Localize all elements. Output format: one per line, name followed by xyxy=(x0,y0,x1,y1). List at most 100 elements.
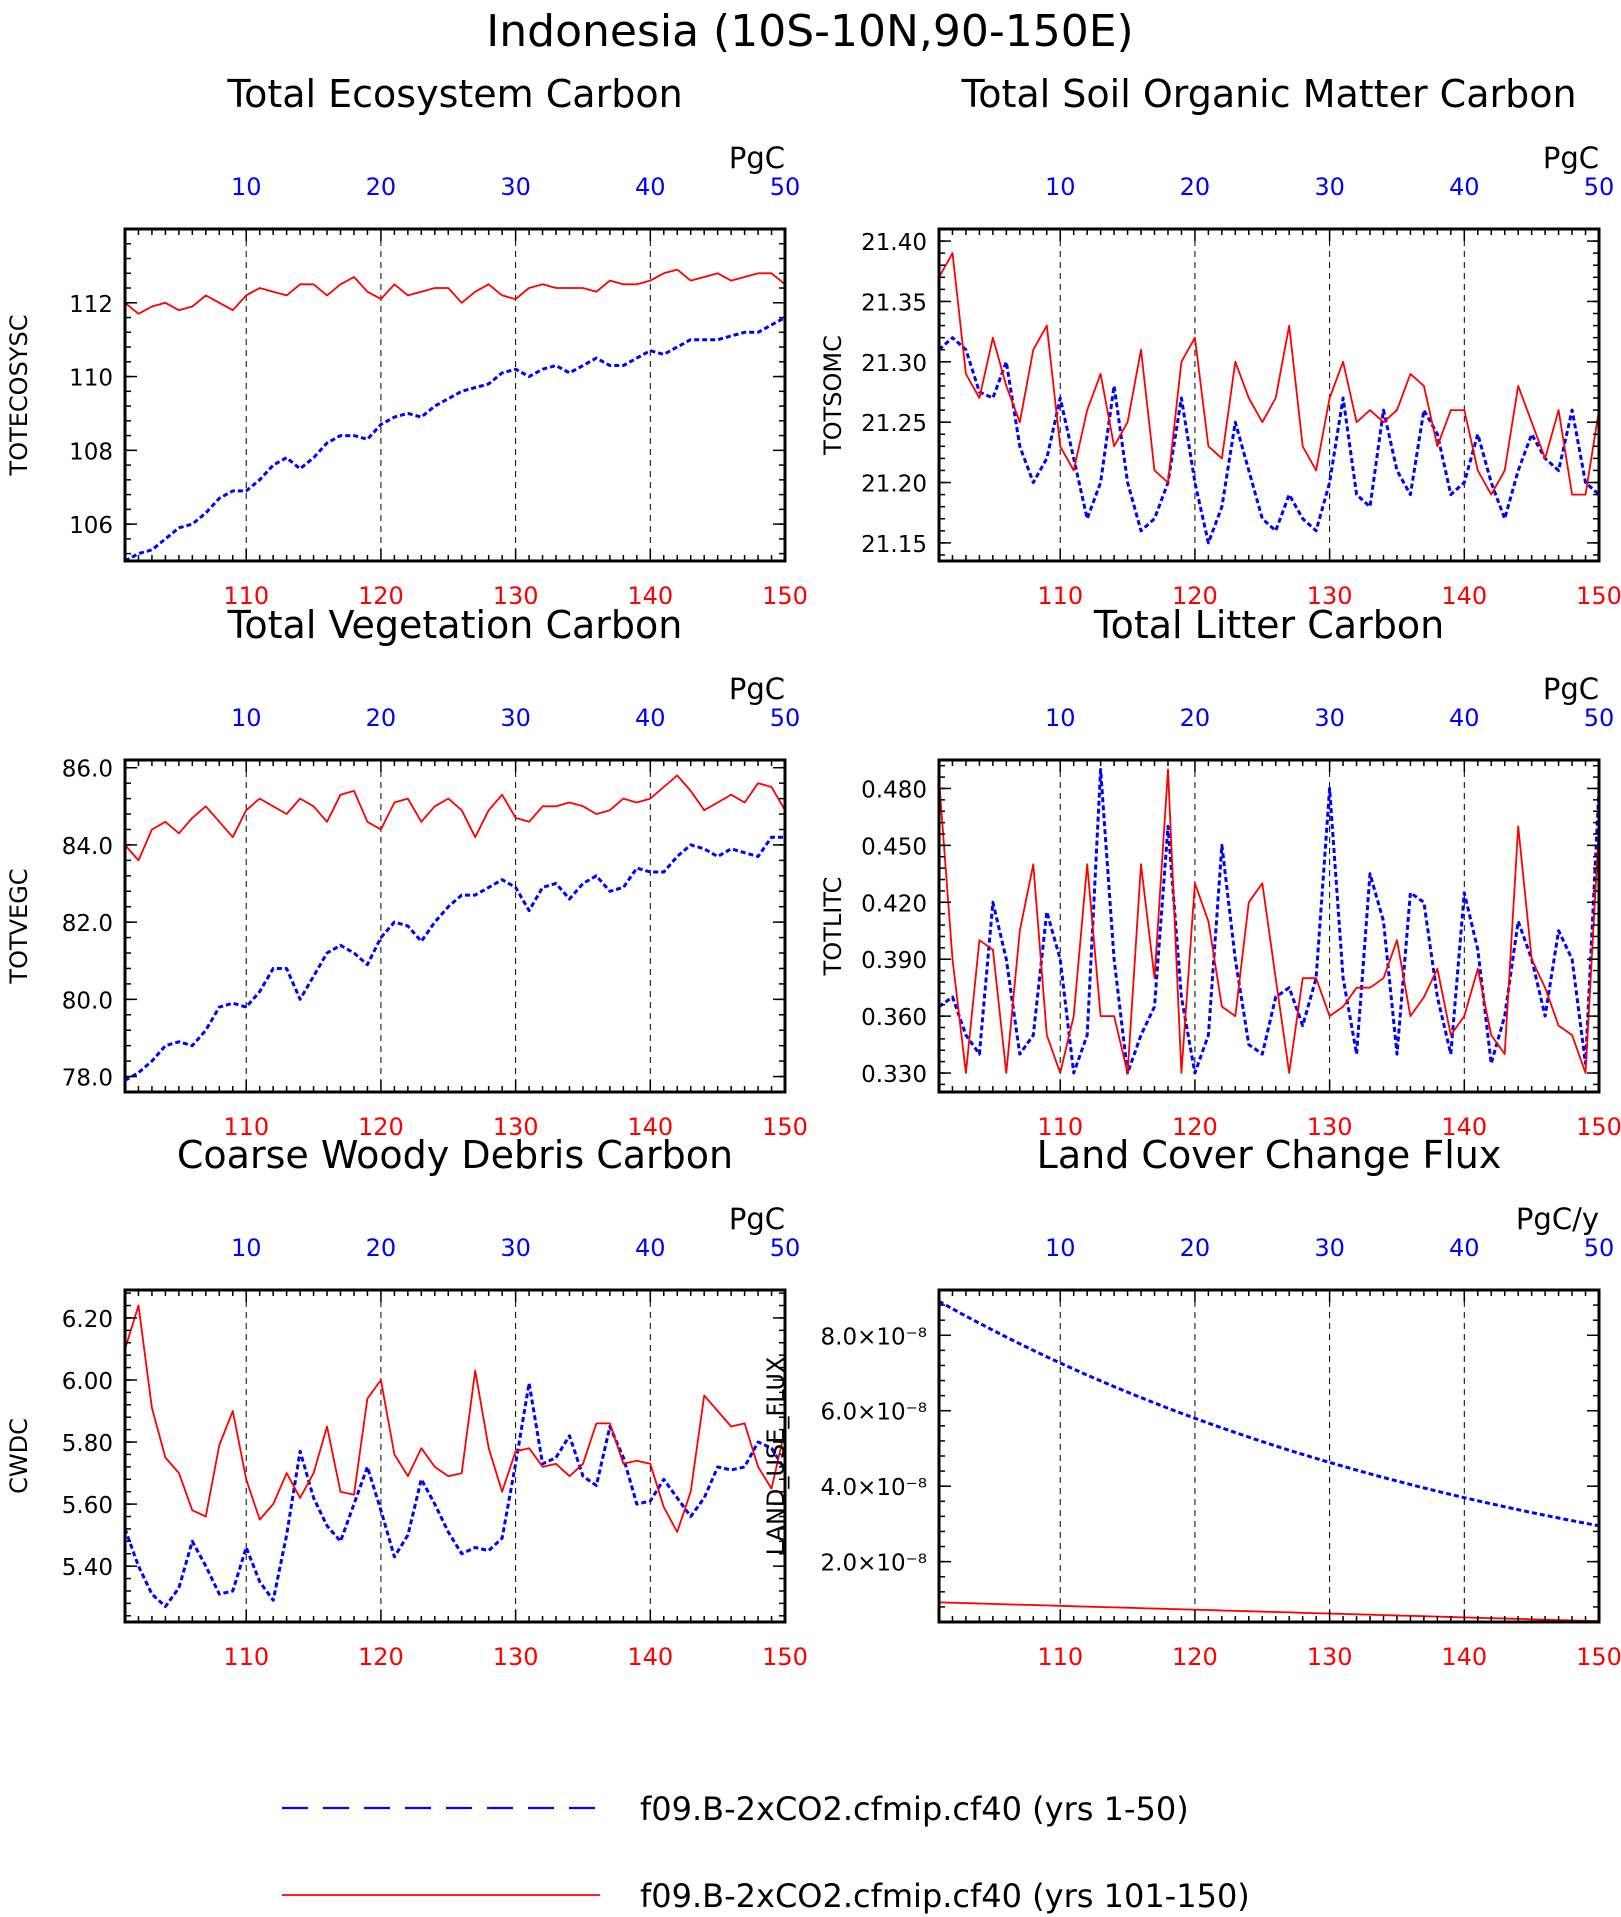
x-bottom-tick-label: 140 xyxy=(1441,1643,1487,1671)
legend: f09.B-2xCO2.cfmip.cf40 (yrs 1-50) f09.B-… xyxy=(282,1790,1250,1915)
y-tick-label: 21.25 xyxy=(861,411,927,437)
x-bottom-tick-label: 130 xyxy=(493,1113,539,1141)
plot-frame xyxy=(123,758,787,1094)
y-tick-label: 4.0×10⁻⁸ xyxy=(821,1475,927,1501)
y-tick-label: 86.0 xyxy=(62,757,113,783)
y-tick-label: 0.390 xyxy=(861,948,927,974)
chart-panel: Total Litter Carbon PgC 0.330 0.360 0.390 0.4… xyxy=(819,603,1621,1141)
x-top-tick-label: 10 xyxy=(1045,173,1076,201)
x-top-tick-label: 10 xyxy=(231,704,262,732)
legend-label-run2: f09.B-2xCO2.cfmip.cf40 (yrs 101-150) xyxy=(640,1877,1250,1915)
y-tick-label: 0.450 xyxy=(861,834,927,860)
y-axis-label: TOTSOMC xyxy=(819,335,847,456)
x-top-tick-label: 50 xyxy=(770,1234,801,1262)
x-bottom-tick-label: 120 xyxy=(358,1113,404,1141)
plot-frame xyxy=(937,227,1601,563)
x-bottom-tick-label: 150 xyxy=(762,582,808,610)
series-line-run1 xyxy=(938,336,1601,545)
x-top-tick-label: 30 xyxy=(1314,704,1345,732)
y-tick-label: 108 xyxy=(69,439,113,465)
series-line-run2 xyxy=(124,774,786,862)
x-bottom-tick-label: 110 xyxy=(223,582,269,610)
x-top-tick-label: 30 xyxy=(500,173,531,201)
chart-title: Total Litter Carbon xyxy=(1093,603,1444,647)
x-top-tick-label: 40 xyxy=(635,173,666,201)
y-tick-label: 112 xyxy=(69,292,113,318)
y-tick-label: 84.0 xyxy=(62,834,113,860)
x-bottom-tick-label: 130 xyxy=(1307,1643,1353,1671)
plot-frame xyxy=(123,227,787,563)
x-bottom-tick-label: 130 xyxy=(1307,582,1353,610)
y-tick-label: 8.0×10⁻⁸ xyxy=(821,1324,927,1350)
chart-panel: Land Cover Change Flux PgC/y 2.0×10⁻⁸ 4.0×1… xyxy=(762,1133,1621,1671)
y-tick-label: 5.40 xyxy=(62,1555,113,1581)
y-tick-label: 21.35 xyxy=(861,290,927,316)
x-bottom-tick-label: 150 xyxy=(1576,1643,1621,1671)
x-top-tick-label: 30 xyxy=(1314,173,1345,201)
y-axis-label: TOTLITC xyxy=(819,877,847,977)
y-tick-label: 5.80 xyxy=(62,1431,113,1457)
x-bottom-tick-label: 140 xyxy=(1441,582,1487,610)
x-top-tick-label: 20 xyxy=(1180,1234,1211,1262)
units-label: PgC xyxy=(729,141,785,175)
y-tick-label: 82.0 xyxy=(62,911,113,937)
x-bottom-tick-label: 120 xyxy=(358,582,404,610)
units-label: PgC/y xyxy=(1516,1202,1599,1236)
series-line-run2 xyxy=(124,268,786,315)
x-bottom-tick-label: 130 xyxy=(1307,1113,1353,1141)
y-tick-label: 21.15 xyxy=(861,532,927,558)
x-top-tick-label: 10 xyxy=(1045,704,1076,732)
x-bottom-tick-label: 140 xyxy=(627,1643,673,1671)
series-line-run1 xyxy=(938,1299,1600,1528)
x-top-tick-label: 20 xyxy=(1180,704,1211,732)
chart-title: Total Ecosystem Carbon xyxy=(226,72,682,116)
y-tick-label: 21.20 xyxy=(861,472,927,498)
y-tick-label: 6.00 xyxy=(62,1369,113,1395)
x-top-tick-label: 10 xyxy=(231,173,262,201)
y-tick-label: 0.330 xyxy=(861,1062,927,1088)
y-tick-label: 21.30 xyxy=(861,351,927,377)
y-axis-label: TOTVEGC xyxy=(5,868,33,984)
y-tick-label: 106 xyxy=(69,513,113,539)
series-line-run2 xyxy=(938,768,1600,1074)
x-top-tick-label: 20 xyxy=(366,1234,397,1262)
y-tick-label: 0.420 xyxy=(861,891,927,917)
x-bottom-tick-label: 140 xyxy=(1441,1113,1487,1141)
plot-frame xyxy=(937,758,1601,1094)
series-line-run2 xyxy=(124,1304,786,1533)
x-top-tick-label: 20 xyxy=(366,173,397,201)
x-bottom-tick-label: 110 xyxy=(223,1113,269,1141)
y-tick-label: 78.0 xyxy=(62,1066,113,1092)
series-line-run2 xyxy=(938,1601,1600,1623)
x-top-tick-label: 40 xyxy=(635,704,666,732)
series-line-run1 xyxy=(938,768,1601,1075)
y-tick-label: 5.60 xyxy=(62,1493,113,1519)
plot-frame xyxy=(123,1288,787,1624)
units-label: PgC xyxy=(1543,141,1599,175)
legend-label-run1: f09.B-2xCO2.cfmip.cf40 (yrs 1-50) xyxy=(640,1790,1189,1828)
x-top-tick-label: 50 xyxy=(1584,1234,1615,1262)
x-top-tick-label: 10 xyxy=(231,1234,262,1262)
x-top-tick-label: 10 xyxy=(1045,1234,1076,1262)
x-top-tick-label: 20 xyxy=(1180,173,1211,201)
x-top-tick-label: 40 xyxy=(1449,704,1480,732)
y-tick-label: 0.360 xyxy=(861,1005,927,1031)
x-bottom-tick-label: 120 xyxy=(358,1643,404,1671)
x-bottom-tick-label: 120 xyxy=(1172,582,1218,610)
y-tick-label: 0.480 xyxy=(861,777,927,803)
x-bottom-tick-label: 110 xyxy=(1037,1113,1083,1141)
x-bottom-tick-label: 150 xyxy=(1576,582,1621,610)
y-tick-label: 2.0×10⁻⁸ xyxy=(821,1551,927,1577)
x-top-tick-label: 30 xyxy=(500,704,531,732)
x-top-tick-label: 50 xyxy=(770,704,801,732)
x-bottom-tick-label: 130 xyxy=(493,1643,539,1671)
y-tick-label: 80.0 xyxy=(62,988,113,1014)
chart-panel: Coarse Woody Debris Carbon PgC 5.40 5.60 5.8… xyxy=(5,1133,808,1671)
chart-title: Total Vegetation Carbon xyxy=(227,603,683,647)
x-bottom-tick-label: 120 xyxy=(1172,1643,1218,1671)
x-top-tick-label: 20 xyxy=(366,704,397,732)
x-top-tick-label: 50 xyxy=(1584,704,1615,732)
y-axis-label: LAND_USE_FLUX xyxy=(762,1357,790,1556)
x-bottom-tick-label: 140 xyxy=(627,1113,673,1141)
